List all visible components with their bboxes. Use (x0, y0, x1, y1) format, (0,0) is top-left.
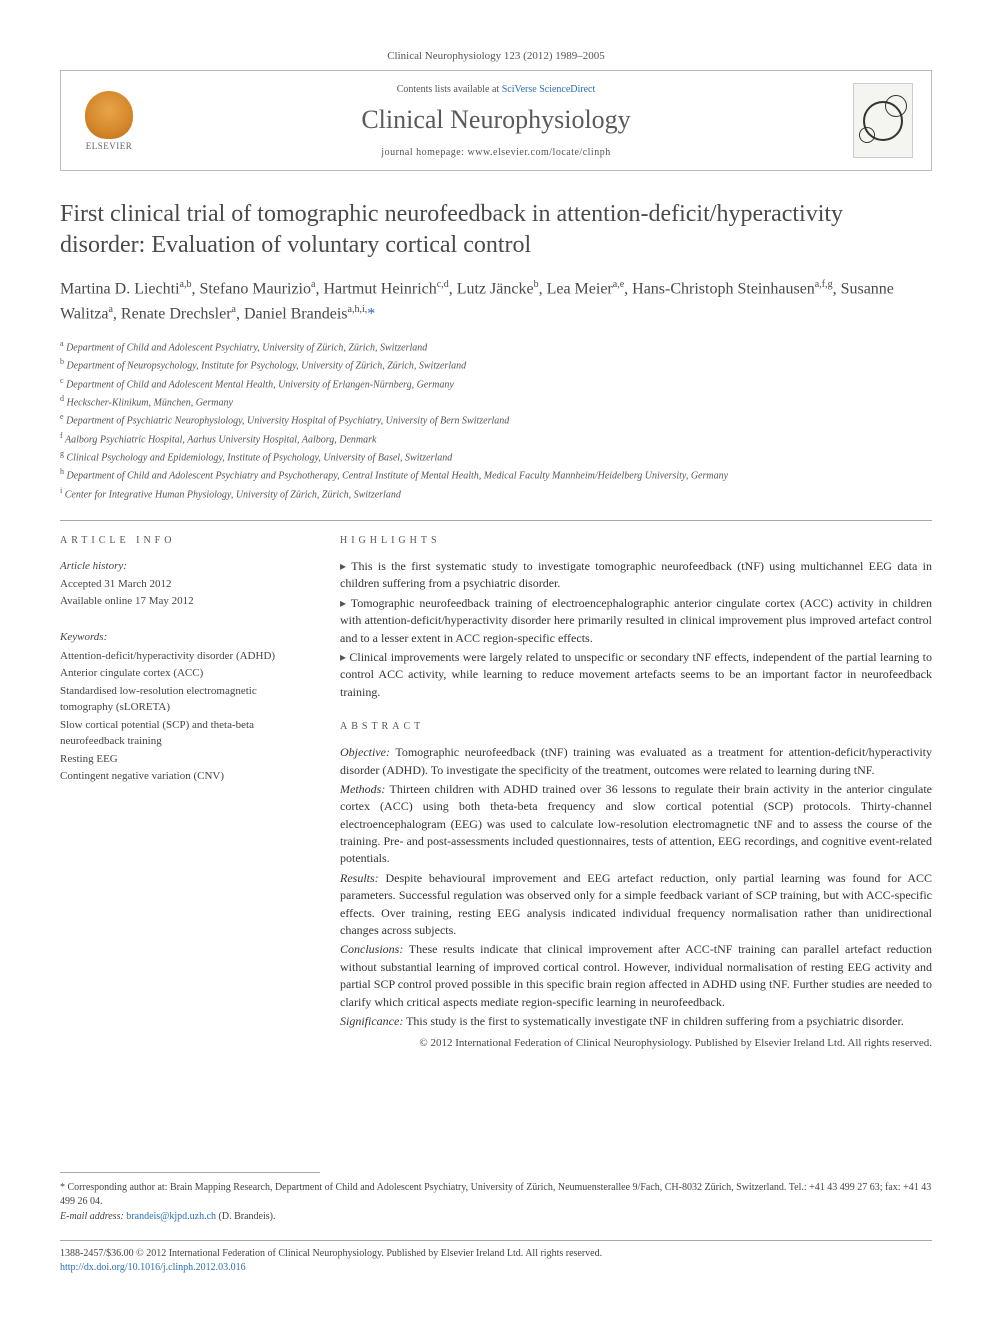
elsevier-label: ELSEVIER (86, 141, 133, 151)
elsevier-tree-icon (85, 91, 133, 139)
affiliations: a Department of Child and Adolescent Psy… (60, 338, 932, 502)
affiliation-line: i Center for Integrative Human Physiolog… (60, 485, 932, 502)
corresponding-email-link[interactable]: brandeis@kjpd.uzh.ch (126, 1211, 216, 1222)
abstract-label: ABSTRACT (340, 721, 932, 732)
sciencedirect-link[interactable]: SciVerse ScienceDirect (502, 84, 596, 95)
keyword-item: Standardised low-resolution electromagne… (60, 683, 310, 716)
footer-info: 1388-2457/$36.00 © 2012 International Fe… (60, 1247, 932, 1275)
homepage-url[interactable]: www.elsevier.com/locate/clinph (468, 147, 611, 158)
highlight-item: This is the first systematic study to in… (340, 558, 932, 593)
journal-header: ELSEVIER Contents lists available at Sci… (60, 70, 932, 171)
article-info-label: ARTICLE INFO (60, 535, 310, 546)
abstract-paragraph: Significance: This study is the first to… (340, 1013, 932, 1030)
contents-prefix: Contents lists available at (397, 84, 502, 95)
journal-cover-thumb (853, 83, 913, 158)
article-title: First clinical trial of tomographic neur… (60, 199, 932, 261)
cover-art-icon (863, 101, 903, 141)
contents-available: Contents lists available at SciVerse Sci… (139, 84, 853, 95)
email-who: (D. Brandeis). (216, 1211, 275, 1222)
affiliation-line: c Department of Child and Adolescent Men… (60, 375, 932, 392)
affiliation-line: g Clinical Psychology and Epidemiology, … (60, 448, 932, 465)
abstract-body: Objective: Tomographic neurofeedback (tN… (340, 744, 932, 1030)
doi-link[interactable]: http://dx.doi.org/10.1016/j.clinph.2012.… (60, 1262, 246, 1273)
accepted-date: Accepted 31 March 2012 (60, 576, 310, 593)
divider (60, 520, 932, 521)
highlight-item: Clinical improvements were largely relat… (340, 649, 932, 701)
abstract-paragraph: Results: Despite behavioural improvement… (340, 870, 932, 940)
abstract-paragraph: Objective: Tomographic neurofeedback (tN… (340, 744, 932, 779)
keyword-item: Resting EEG (60, 751, 310, 768)
citation-line: Clinical Neurophysiology 123 (2012) 1989… (60, 50, 932, 62)
copyright-line: © 2012 International Federation of Clini… (340, 1036, 932, 1051)
corresponding-text: Corresponding author at: Brain Mapping R… (60, 1182, 931, 1208)
keyword-item: Contingent negative variation (CNV) (60, 768, 310, 785)
footer-copyright: 1388-2457/$36.00 © 2012 International Fe… (60, 1247, 932, 1261)
abstract-paragraph: Methods: Thirteen children with ADHD tra… (340, 781, 932, 868)
author-list: Martina D. Liechtia,b, Stefano Maurizioa… (60, 277, 932, 326)
highlights-label: HIGHLIGHTS (340, 535, 932, 546)
affiliation-line: a Department of Child and Adolescent Psy… (60, 338, 932, 355)
homepage-prefix: journal homepage: (381, 147, 467, 158)
keywords-heading: Keywords: (60, 629, 310, 646)
highlight-item: Tomographic neurofeedback training of el… (340, 595, 932, 647)
corresponding-star-link[interactable]: * (367, 305, 375, 322)
affiliation-line: h Department of Child and Adolescent Psy… (60, 466, 932, 483)
keyword-item: Attention-deficit/hyperactivity disorder… (60, 648, 310, 665)
online-date: Available online 17 May 2012 (60, 593, 310, 610)
journal-homepage: journal homepage: www.elsevier.com/locat… (139, 147, 853, 158)
article-history: Article history: Accepted 31 March 2012 … (60, 558, 310, 610)
keywords-block: Keywords: Attention-deficit/hyperactivit… (60, 629, 310, 785)
affiliation-line: e Department of Psychiatric Neurophysiol… (60, 411, 932, 428)
abstract-paragraph: Conclusions: These results indicate that… (340, 941, 932, 1011)
corresponding-author: * Corresponding author at: Brain Mapping… (60, 1181, 932, 1225)
history-heading: Article history: (60, 558, 310, 575)
keyword-item: Anterior cingulate cortex (ACC) (60, 665, 310, 682)
affiliation-line: f Aalborg Psychiatric Hospital, Aarhus U… (60, 430, 932, 447)
affiliation-line: d Heckscher-Klinikum, München, Germany (60, 393, 932, 410)
affiliation-line: b Department of Neuropsychology, Institu… (60, 356, 932, 373)
email-label: E-mail address: (60, 1211, 126, 1222)
journal-name: Clinical Neurophysiology (139, 105, 853, 135)
bottom-divider (60, 1240, 932, 1241)
star-icon: * (60, 1182, 68, 1193)
keyword-item: Slow cortical potential (SCP) and theta-… (60, 717, 310, 750)
footnote-divider (60, 1172, 320, 1173)
highlights-list: This is the first systematic study to in… (340, 558, 932, 701)
elsevier-logo: ELSEVIER (79, 86, 139, 156)
